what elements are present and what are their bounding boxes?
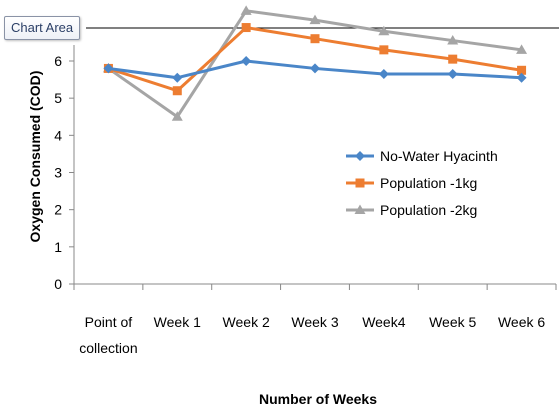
x-tick-label: Week 6 [498,314,545,330]
data-point-no-water-hyacinth [241,56,252,66]
data-point-population-1kg [172,86,182,96]
legend-marker-no-water-hyacinth [355,151,365,161]
data-point-population-2kg [447,35,459,45]
y-tick-label: 4 [54,127,62,143]
data-point-no-water-hyacinth [447,69,458,80]
x-tick-label: collection [79,340,137,356]
data-point-population-1kg [241,23,251,33]
data-point-population-2kg [309,14,321,25]
legend-label-no-water-hyacinth: No-Water Hyacinth [380,148,498,164]
y-tick-label: 5 [54,90,62,106]
x-tick-label: Week 3 [291,314,338,330]
data-point-population-1kg [517,65,527,75]
legend-label-population-2kg: Population -2kg [380,202,477,218]
legend-marker-population-1kg [355,178,365,188]
data-point-population-1kg [310,34,320,44]
legend-label-population-1kg: Population -1kg [380,175,477,191]
y-tick-label: 0 [54,276,62,292]
x-tick-label: Week4 [362,314,406,330]
data-point-no-water-hyacinth [172,72,183,83]
x-tick-label: Week 2 [223,314,270,330]
data-point-population-1kg [379,45,389,55]
x-tick-label: Point of [85,314,133,330]
data-point-no-water-hyacinth [516,72,527,83]
chart-area-tooltip: Chart Area [4,16,81,40]
data-point-population-2kg [378,25,390,36]
y-tick-label: 2 [54,202,62,218]
y-tick-label: 3 [54,165,62,181]
y-tick-label: 6 [54,53,62,69]
data-point-no-water-hyacinth [378,69,389,80]
y-axis-title: Oxygen Consumed (COD) [27,71,43,243]
y-tick-label: 1 [54,239,62,255]
data-point-population-2kg [240,5,252,15]
data-point-population-2kg [171,111,183,121]
x-tick-label: Week 1 [154,314,201,330]
data-point-no-water-hyacinth [103,63,114,74]
data-point-population-2kg [516,44,528,54]
x-tick-label: Week 5 [429,314,476,330]
data-point-no-water-hyacinth [310,63,320,74]
x-axis-title: Number of Weeks [259,391,377,407]
data-point-population-1kg [448,54,458,64]
legend-marker-population-2kg [354,204,366,214]
